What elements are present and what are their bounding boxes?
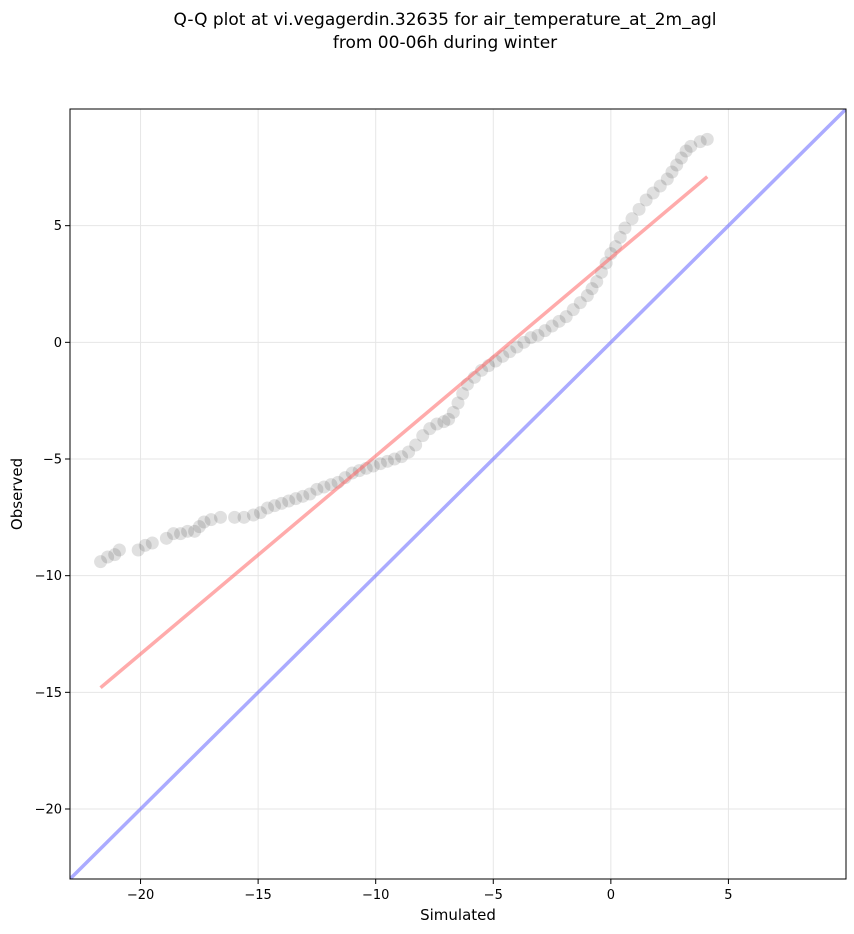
data-point [416,429,430,443]
x-tick-label: −15 [244,888,271,903]
data-point [585,282,599,296]
data-point [423,422,437,436]
data-point [145,536,159,550]
data-point [679,144,693,158]
data-point [613,230,627,244]
y-tick-label: −20 [35,803,62,818]
data-point [289,492,303,506]
data-point [228,510,242,524]
y-tick-label: −10 [35,569,62,584]
fit-line [99,175,709,690]
data-point [653,179,667,193]
y-tick-label: −5 [43,453,62,468]
data-point [625,212,639,226]
data-point [510,340,524,354]
data-point [159,531,173,545]
data-point [112,543,126,557]
data-point [261,501,275,515]
data-point [566,303,580,317]
data-point [131,543,145,557]
data-point [552,314,566,328]
y-tick-label: −15 [35,686,62,701]
data-point [174,527,188,541]
data-point [188,524,202,538]
data-point [324,478,338,492]
data-point [437,415,451,429]
data-point [632,202,646,216]
x-tick-label: −20 [127,888,154,903]
data-point [503,345,517,359]
data-point [693,135,707,149]
data-point [373,457,387,471]
data-point [524,331,538,345]
data-point [538,324,552,338]
data-point [402,445,416,459]
data-point [380,454,394,468]
y-tick-label: 5 [54,219,62,234]
data-point [618,221,632,235]
data-point [451,396,465,410]
data-point [639,193,653,207]
data-point [246,508,260,522]
data-point [213,510,227,524]
data-point [646,186,660,200]
data-point [138,538,152,552]
series-layer [70,109,846,879]
x-tick-label: −10 [362,888,389,903]
data-point [590,275,604,289]
data-point [268,499,282,513]
y-tick-label: 0 [54,336,62,351]
data-point [317,480,331,494]
data-point [456,387,470,401]
y-axis: −20 −15 −10 −5 0 5 [35,219,70,818]
data-point [559,310,573,324]
data-point [197,515,211,529]
data-point [670,158,684,172]
data-point [303,487,317,501]
x-tick-label: −5 [484,888,503,903]
x-tick-label: 5 [724,888,732,903]
data-point [517,335,531,349]
data-point [674,151,688,165]
data-point [700,132,714,146]
data-point [442,412,456,426]
grid-lines [70,109,846,879]
data-point [166,527,180,541]
identity-line [70,109,846,879]
data-point [275,496,289,510]
data-point [204,513,218,527]
plot-frame [69,108,847,880]
data-point [310,482,324,496]
x-axis: −20 −15 −10 −5 0 5 [127,879,733,903]
data-point [388,452,402,466]
data-point [531,328,545,342]
data-point [108,548,122,562]
data-point [237,510,251,524]
data-point [253,506,267,520]
data-point [580,289,594,303]
data-point [545,319,559,333]
x-axis-label: Simulated [420,906,496,924]
data-point [101,550,115,564]
y-axis-label: Observed [8,458,26,530]
data-point [475,363,489,377]
data-point [446,405,460,419]
data-point [665,165,679,179]
data-point [684,139,698,153]
data-point [94,555,108,569]
data-point [296,489,310,503]
data-point [430,417,444,431]
data-point [573,296,587,310]
data-point [192,520,206,534]
data-point [660,172,674,186]
chart-title-line-2: from 00-06h during winter [333,33,557,53]
data-point [409,438,423,452]
chart-title-line-1: Q-Q plot at vi.vegagerdin.32635 for air_… [173,10,716,30]
data-point [395,450,409,464]
data-point [181,524,195,538]
x-tick-label: 0 [607,888,615,903]
data-point [282,494,296,508]
